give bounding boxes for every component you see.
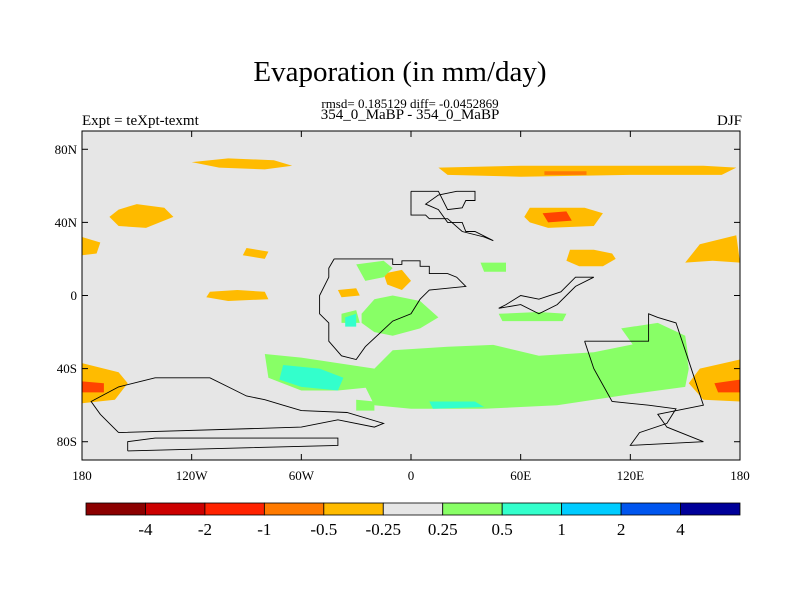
colorbar-swatch [680, 502, 741, 516]
anomaly-region-5 [242, 248, 269, 259]
colorbar-label: 4 [676, 520, 685, 539]
coastline-1 [319, 258, 467, 361]
x-tick-label: 60W [289, 468, 315, 483]
anomaly-region-0 [191, 158, 293, 170]
x-tick-label: 0 [408, 468, 415, 483]
anomaly-region-28 [345, 313, 357, 327]
y-tick-label: 40N [55, 215, 78, 230]
y-tick-label: 80N [55, 142, 78, 157]
x-tick-label: 180 [730, 468, 750, 483]
colorbar-swatch [204, 502, 265, 516]
x-tick-label: 120W [176, 468, 209, 483]
colorbar: -4 -2 -1 -0.5 -0.25 0.25 0.5 1 2 4 [85, 502, 741, 539]
coastline-3 [584, 313, 704, 446]
colorbar-label: -2 [198, 520, 212, 539]
chart-title: Evaporation (in mm/day) [253, 56, 547, 88]
anomaly-region-8 [566, 249, 616, 267]
coastline-0 [410, 190, 494, 242]
colorbar-swatch [145, 502, 206, 516]
anomaly-region-2 [544, 171, 587, 175]
anomaly-region-19 [365, 341, 689, 409]
coastlines [90, 190, 704, 452]
anomaly-region-24 [429, 401, 485, 409]
coastline-5 [127, 437, 339, 452]
colorbar-swatch [323, 502, 384, 516]
anomaly-region-18 [361, 295, 439, 336]
colorbar-label: 1 [557, 520, 566, 539]
axes: 180 120W 60W 0 60E 120E 180 80N 40N 0 40S 80S [55, 131, 750, 483]
x-tick-label: 180 [72, 468, 92, 483]
anomaly-region-11 [82, 363, 128, 404]
anomaly-region-14 [714, 379, 740, 393]
colorbar-label: 2 [617, 520, 626, 539]
colorbar-swatch [85, 502, 146, 516]
anomaly-region-26 [480, 262, 506, 272]
coastline-4 [498, 276, 595, 315]
anomaly-region-25 [498, 312, 567, 322]
anomaly-regions [82, 158, 740, 411]
anomaly-region-3 [109, 204, 174, 228]
anomaly-region-23 [356, 399, 375, 411]
anomaly-region-4 [82, 237, 101, 256]
colorbar-swatch [263, 502, 325, 516]
season-label: DJF [716, 113, 742, 129]
anomaly-region-15 [337, 288, 360, 298]
colorbar-swatch [382, 502, 444, 516]
y-tick-label: 0 [71, 288, 78, 303]
experiment-label: Expt = teXpt-texmt [82, 113, 199, 129]
period-label: 354_0_MaBP - 354_0_MaBP [320, 107, 500, 123]
colorbar-swatch [561, 502, 622, 516]
colorbar-label: -4 [138, 520, 153, 539]
x-tick-label: 60E [510, 468, 531, 483]
anomaly-region-7 [542, 211, 572, 223]
anomaly-region-16 [206, 290, 269, 301]
coastline-2 [90, 377, 385, 434]
y-tick-label: 80S [57, 434, 77, 449]
colorbar-label: 0.25 [428, 520, 458, 539]
plot-background [82, 131, 740, 460]
colorbar-label: -1 [257, 520, 271, 539]
colorbar-label: -0.5 [310, 520, 337, 539]
anomaly-region-1 [438, 165, 737, 177]
x-tick-label: 120E [617, 468, 645, 483]
colorbar-swatch [501, 502, 563, 516]
anomaly-region-17 [356, 260, 393, 281]
anomaly-region-21 [279, 365, 344, 391]
colorbar-swatch [442, 502, 503, 516]
anomaly-region-22 [621, 322, 689, 365]
colorbar-label: -0.25 [366, 520, 401, 539]
colorbar-swatch [620, 502, 681, 516]
anomaly-region-9 [685, 235, 740, 263]
stats-line: rmsd= 0.185129 diff= -0.0452869 [321, 96, 499, 111]
anomaly-region-12 [82, 381, 104, 393]
anomaly-region-10 [383, 269, 411, 290]
colorbar-label: 0.5 [492, 520, 513, 539]
y-tick-label: 40S [57, 361, 77, 376]
